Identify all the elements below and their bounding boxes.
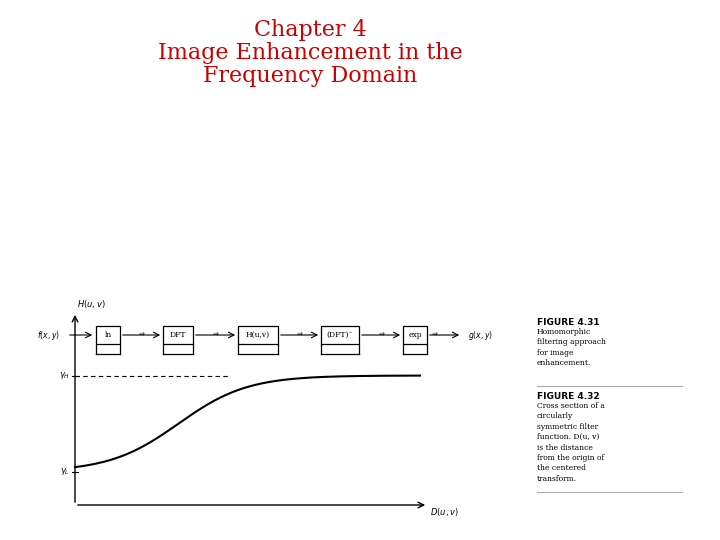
Text: $\Rightarrow$: $\Rightarrow$ [295,330,304,338]
Text: $\gamma_H$: $\gamma_H$ [59,370,70,381]
Text: $\Rightarrow$: $\Rightarrow$ [211,330,220,338]
Text: Cross section of a
circularly
symmetric filter
function. D(u, v)
is the distance: Cross section of a circularly symmetric … [537,402,605,483]
Text: exp: exp [408,331,422,339]
Text: $f(x, y)$: $f(x, y)$ [37,328,60,341]
Text: FIGURE 4.31: FIGURE 4.31 [537,318,600,327]
Text: (DFT)⁻: (DFT)⁻ [327,331,354,339]
Text: $\Rightarrow$: $\Rightarrow$ [430,330,439,338]
Text: ln: ln [104,331,112,339]
Text: FIGURE 4.32: FIGURE 4.32 [537,392,600,401]
Bar [238,326,278,344]
Text: H(u,v): H(u,v) [246,331,270,339]
Text: $D(u, v)$: $D(u, v)$ [430,506,459,518]
Text: $\gamma_L$: $\gamma_L$ [60,466,70,477]
Text: Chapter 4: Chapter 4 [253,19,366,41]
Text: Frequency Domain: Frequency Domain [203,65,417,87]
Text: Image Enhancement in the: Image Enhancement in the [158,42,462,64]
Text: $\Rightarrow$: $\Rightarrow$ [137,330,146,338]
Bar [96,326,120,344]
Bar [403,326,427,344]
Bar [163,326,193,344]
Text: DFT: DFT [170,331,186,339]
Text: Homomorphic
filtering approach
for image
enhancement.: Homomorphic filtering approach for image… [537,328,606,367]
Text: $\Rightarrow$: $\Rightarrow$ [377,330,385,338]
Text: $H(u, v)$: $H(u, v)$ [77,298,106,310]
Text: $g(x, y)$: $g(x, y)$ [468,328,493,341]
Bar [321,326,359,344]
